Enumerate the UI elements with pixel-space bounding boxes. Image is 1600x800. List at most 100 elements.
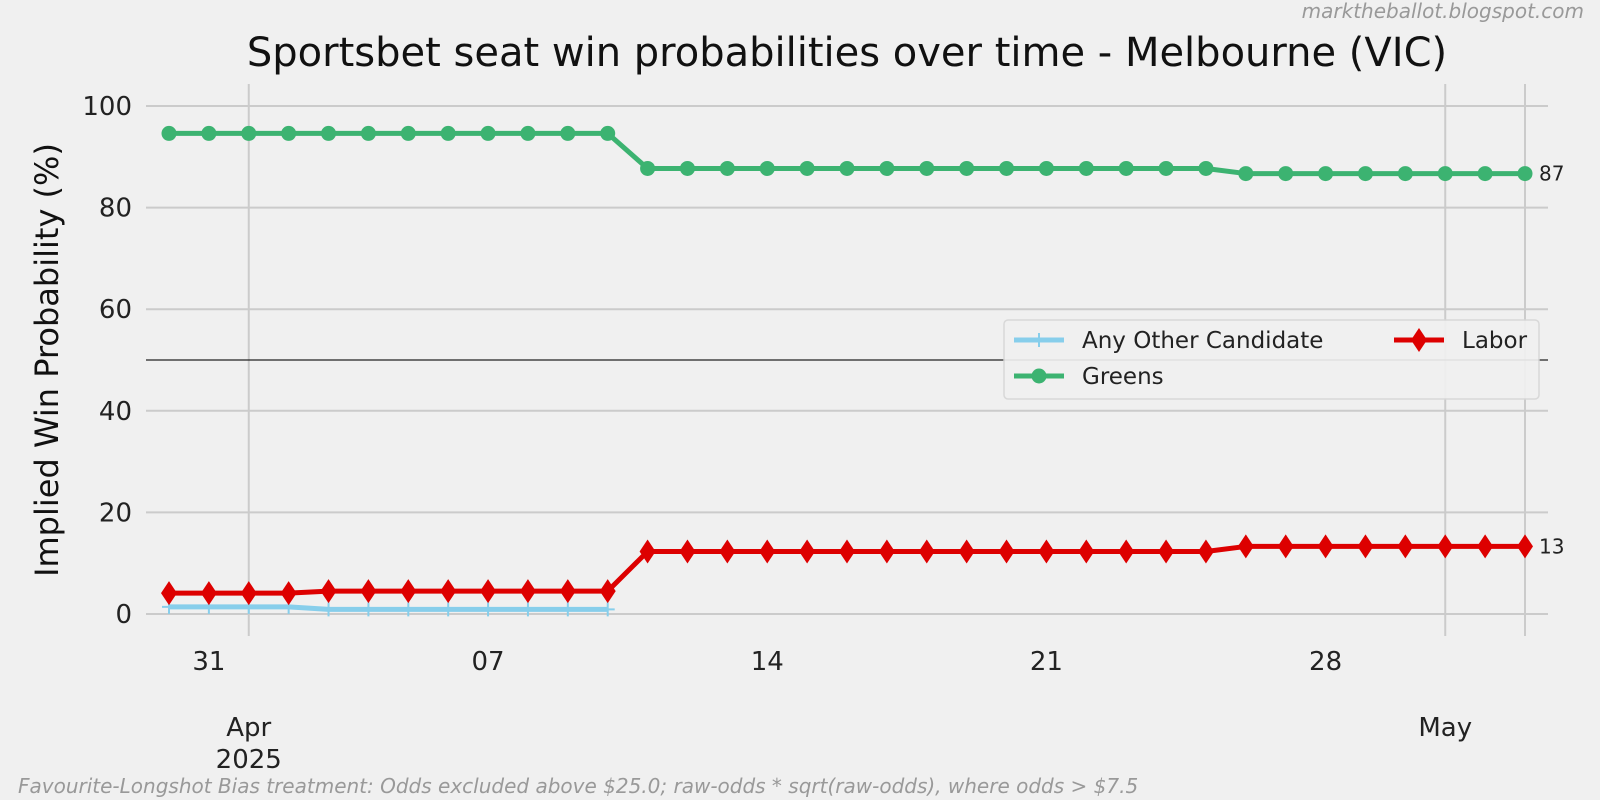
data-point-labor — [1477, 534, 1494, 559]
data-point-labor — [320, 579, 337, 604]
end-label-labor: 13 — [1539, 534, 1564, 558]
data-point-labor — [719, 539, 736, 564]
data-point-labor — [799, 539, 816, 564]
data-point-greens — [360, 125, 376, 141]
y-tick-label: 40 — [99, 397, 132, 427]
data-point-greens — [879, 160, 895, 176]
series-layer: 87 13 — [161, 125, 1564, 617]
data-point-any-other-candidate — [520, 602, 535, 617]
data-point-greens — [679, 160, 695, 176]
data-point-greens — [520, 125, 536, 141]
data-point-greens — [321, 125, 337, 141]
data-point-greens — [440, 125, 456, 141]
data-point-any-other-candidate — [481, 602, 496, 617]
data-point-greens — [1397, 166, 1413, 182]
y-tick-label: 20 — [99, 498, 132, 528]
legend-label-labor: Labor — [1462, 328, 1528, 354]
data-point-labor — [639, 539, 656, 564]
data-point-greens — [600, 125, 616, 141]
footnote: Favourite-Longshot Bias treatment: Odds … — [18, 774, 1138, 798]
data-point-any-other-candidate — [441, 602, 456, 617]
y-axis-label: Implied Win Probability (%) — [28, 143, 66, 577]
y-tick-label: 100 — [82, 92, 132, 122]
x-year-label: 2025 — [216, 745, 282, 775]
data-point-labor — [1317, 534, 1334, 559]
data-point-labor — [599, 579, 616, 604]
grid — [146, 84, 1548, 636]
data-point-labor — [1118, 539, 1135, 564]
data-point-labor — [161, 581, 177, 606]
data-point-greens — [1238, 166, 1254, 182]
y-tick-label: 60 — [99, 295, 132, 325]
x-tick-label: 21 — [1030, 647, 1063, 677]
data-point-greens — [400, 125, 416, 141]
data-point-any-other-candidate — [401, 602, 416, 617]
chart-title: Sportsbet seat win probabilities over ti… — [247, 30, 1447, 76]
data-point-labor — [918, 539, 935, 564]
data-point-greens — [1437, 166, 1453, 182]
data-point-any-other-candidate — [361, 602, 376, 617]
data-point-greens — [640, 160, 656, 176]
data-point-labor — [519, 579, 536, 604]
x-tick-label: 31 — [192, 647, 225, 677]
legend-marker-greens — [1031, 368, 1047, 384]
data-point-labor — [1197, 539, 1214, 564]
data-point-greens — [480, 125, 496, 141]
data-point-greens — [1517, 166, 1533, 182]
data-point-greens — [999, 160, 1015, 176]
data-point-greens — [201, 125, 217, 141]
legend-label-greens: Greens — [1082, 364, 1164, 390]
data-point-greens — [241, 125, 257, 141]
data-point-labor — [480, 579, 497, 604]
data-point-greens — [560, 125, 576, 141]
end-label-greens: 87 — [1539, 162, 1564, 186]
x-month-label: Apr — [226, 713, 271, 743]
data-point-labor — [1357, 534, 1374, 559]
data-point-greens — [161, 125, 177, 141]
data-point-labor — [280, 581, 297, 606]
data-point-labor — [878, 539, 895, 564]
series-greens: 87 — [161, 125, 1564, 186]
data-point-labor — [1038, 539, 1055, 564]
data-point-labor — [559, 579, 576, 604]
y-tick-label: 80 — [99, 194, 132, 224]
x-tick-label: 07 — [472, 647, 505, 677]
data-point-labor — [1078, 539, 1095, 564]
data-point-labor — [240, 581, 257, 606]
data-point-greens — [719, 160, 735, 176]
data-point-greens — [281, 125, 297, 141]
data-point-labor — [440, 579, 457, 604]
legend: Any Other Candidate Greens Labor — [1003, 319, 1540, 400]
data-point-greens — [959, 160, 975, 176]
data-point-greens — [1078, 160, 1094, 176]
series-line-any-other-candidate — [169, 604, 608, 612]
data-point-greens — [1158, 160, 1174, 176]
data-point-any-other-candidate — [600, 602, 615, 617]
data-point-any-other-candidate — [321, 602, 336, 617]
watermark: marktheballot.blogspot.com — [1302, 0, 1584, 23]
series-labor: 13 — [161, 534, 1564, 606]
data-point-greens — [1318, 166, 1334, 182]
data-point-labor — [839, 539, 855, 564]
data-point-labor — [1277, 534, 1294, 559]
data-point-labor — [400, 579, 417, 604]
x-month-label: May — [1418, 713, 1472, 743]
data-point-greens — [1357, 166, 1373, 182]
series-any-other-candidate — [162, 599, 615, 617]
data-point-labor — [1517, 534, 1533, 559]
legend-marker-labor — [1411, 328, 1427, 352]
data-point-greens — [759, 160, 775, 176]
data-point-greens — [1198, 160, 1214, 176]
data-point-labor — [958, 539, 975, 564]
data-point-greens — [839, 160, 855, 176]
data-point-labor — [1397, 534, 1414, 559]
data-point-labor — [1437, 534, 1454, 559]
x-tick-label: 28 — [1309, 647, 1342, 677]
data-point-greens — [1477, 166, 1493, 182]
data-point-greens — [1118, 160, 1134, 176]
data-point-labor — [360, 579, 377, 604]
data-point-labor — [200, 581, 217, 606]
data-point-labor — [759, 539, 776, 564]
